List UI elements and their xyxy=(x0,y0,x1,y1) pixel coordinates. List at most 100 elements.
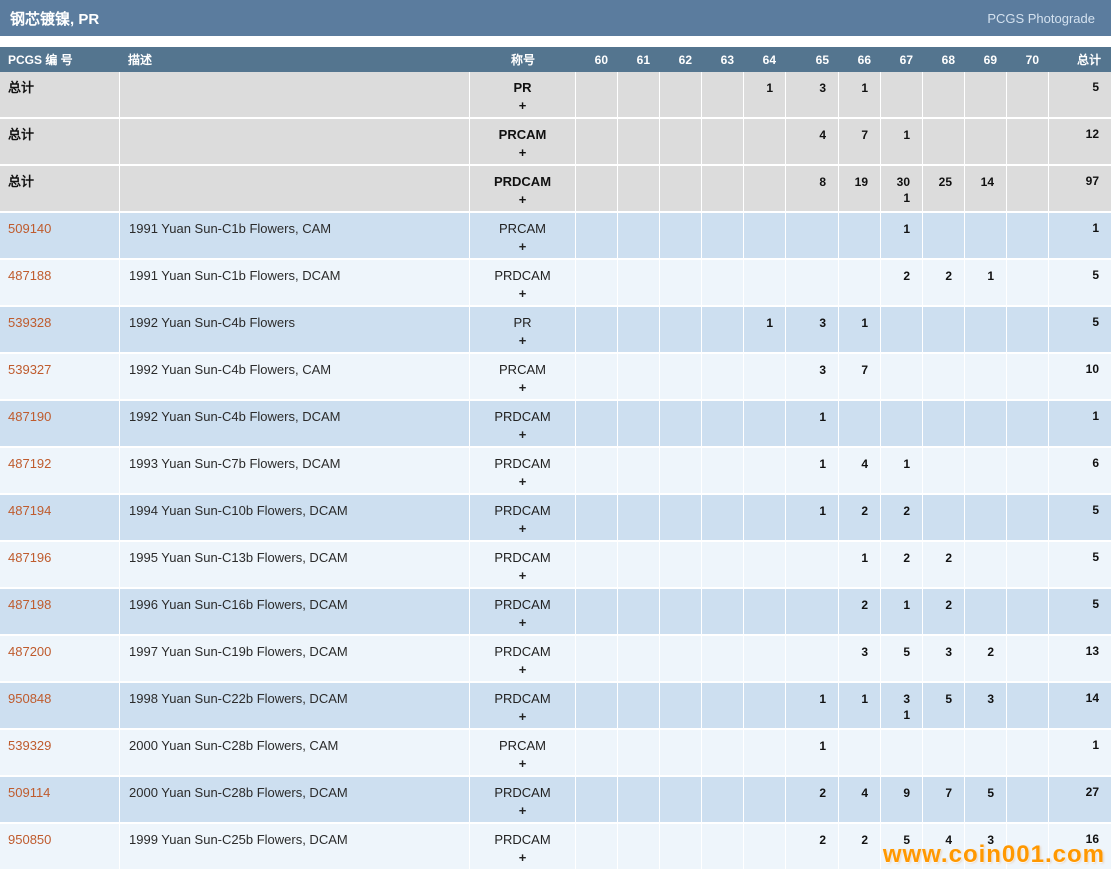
pcgs-number-cell: 487200 xyxy=(0,636,120,683)
designation-cell: PRCAM + xyxy=(470,354,576,401)
designation-label: PRCAM xyxy=(499,221,546,236)
grade-count-cell xyxy=(576,401,618,448)
grade-count-cell xyxy=(744,683,786,730)
table-row: 487192 1993 Yuan Sun-C7b Flowers, DCAM PRD… xyxy=(0,448,1111,495)
grade-count-cell xyxy=(965,72,1007,119)
description-cell: 1996 Yuan Sun-C16b Flowers, DCAM xyxy=(120,589,470,636)
grade-count-cell xyxy=(923,213,965,260)
grade-count-cell xyxy=(839,401,881,448)
designation-label: PRDCAM xyxy=(494,832,551,847)
description-cell: 1997 Yuan Sun-C19b Flowers, DCAM xyxy=(120,636,470,683)
header-grade-63: 63 xyxy=(702,47,744,72)
plus-designation-label: + xyxy=(518,568,527,583)
pcgs-number-link[interactable]: 509140 xyxy=(8,221,52,236)
grade-count-cell xyxy=(576,636,618,683)
grand-total-row: 总计 PR +1 3 1 5 xyxy=(0,72,1111,119)
grade-count-cell xyxy=(1007,777,1049,824)
total-label: 总计 xyxy=(8,174,35,189)
grade-count-cell xyxy=(923,401,965,448)
row-total-cell: 1 xyxy=(1049,730,1111,777)
grade-count-cell xyxy=(786,213,839,260)
grade-count-cell xyxy=(786,636,839,683)
plus-designation-label: + xyxy=(518,239,527,254)
description-cell: 1994 Yuan Sun-C10b Flowers, DCAM xyxy=(120,495,470,542)
table-row: 487198 1996 Yuan Sun-C16b Flowers, DCAM PR… xyxy=(0,589,1111,636)
grade-count-cell xyxy=(1007,166,1049,213)
pcgs-number-link[interactable]: 487190 xyxy=(8,409,52,424)
grade-count-cell xyxy=(744,119,786,166)
pcgs-number-cell: 总计 xyxy=(0,119,120,166)
photograde-link[interactable]: PCGS Photograde xyxy=(987,10,1095,26)
grade-count-cell xyxy=(618,260,660,307)
grade-count-cell xyxy=(744,354,786,401)
grade-count-cell: 1 xyxy=(786,683,839,730)
grade-count-cell: 1 xyxy=(881,589,923,636)
grade-count-cell xyxy=(744,401,786,448)
designation-label: PRDCAM xyxy=(494,268,551,283)
description-cell xyxy=(120,166,470,213)
row-total-cell: 27 xyxy=(1049,777,1111,824)
grade-count-cell xyxy=(1007,542,1049,589)
grade-count-cell xyxy=(1007,683,1049,730)
pcgs-number-link[interactable]: 487200 xyxy=(8,644,52,659)
grade-count-cell xyxy=(965,448,1007,495)
pcgs-number-link[interactable]: 950850 xyxy=(8,832,52,847)
pcgs-number-cell: 509114 xyxy=(0,777,120,824)
row-total-cell: 14 xyxy=(1049,683,1111,730)
pcgs-number-cell: 539327 xyxy=(0,354,120,401)
pcgs-number-link[interactable]: 487198 xyxy=(8,597,52,612)
pcgs-number-link[interactable]: 539327 xyxy=(8,362,52,377)
grade-count-cell xyxy=(702,448,744,495)
plus-designation-label: + xyxy=(518,662,527,677)
pcgs-number-link[interactable]: 509114 xyxy=(8,785,51,800)
grade-count-cell xyxy=(660,495,702,542)
grade-count-cell: 1 xyxy=(839,307,881,354)
grade-count-cell xyxy=(702,730,744,777)
grade-count-cell xyxy=(618,589,660,636)
grade-count-cell xyxy=(965,730,1007,777)
grade-count-cell xyxy=(618,495,660,542)
grade-count-cell xyxy=(965,542,1007,589)
grade-count-cell xyxy=(923,730,965,777)
grade-count-cell: 2 xyxy=(881,260,923,307)
grade-count-cell xyxy=(1007,213,1049,260)
grade-count-cell xyxy=(702,683,744,730)
plus-designation-label: + xyxy=(518,98,527,113)
grade-count-cell: 3 xyxy=(965,824,1007,871)
grade-count-cell xyxy=(923,495,965,542)
designation-cell: PRDCAM + xyxy=(470,542,576,589)
table-row: 539327 1992 Yuan Sun-C4b Flowers, CAM PRCA… xyxy=(0,354,1111,401)
description-cell: 1993 Yuan Sun-C7b Flowers, DCAM xyxy=(120,448,470,495)
grade-count-cell: 25 xyxy=(923,166,965,213)
grade-count-cell xyxy=(923,354,965,401)
header-grade-62: 62 xyxy=(660,47,702,72)
grade-count-cell: 3 xyxy=(839,636,881,683)
pcgs-number-link[interactable]: 950848 xyxy=(8,691,52,706)
grade-count-cell xyxy=(576,683,618,730)
designation-cell: PRDCAM + xyxy=(470,636,576,683)
pcgs-number-link[interactable]: 539328 xyxy=(8,315,52,330)
grade-count-cell xyxy=(660,72,702,119)
plus-designation-label: + xyxy=(518,192,527,207)
pcgs-number-link[interactable]: 487192 xyxy=(8,456,52,471)
grade-count-cell xyxy=(618,213,660,260)
description-cell: 1998 Yuan Sun-C22b Flowers, DCAM xyxy=(120,683,470,730)
grade-count-cell xyxy=(576,495,618,542)
grade-count-cell xyxy=(618,683,660,730)
grade-count-cell xyxy=(702,119,744,166)
header-grade-70: 70 xyxy=(1007,47,1049,72)
grade-count-cell xyxy=(786,589,839,636)
row-total-cell: 10 xyxy=(1049,354,1111,401)
pcgs-number-link[interactable]: 539329 xyxy=(8,738,52,753)
pcgs-number-link[interactable]: 487196 xyxy=(8,550,52,565)
table-row: 487194 1994 Yuan Sun-C10b Flowers, DCAM PR… xyxy=(0,495,1111,542)
grade-count-cell xyxy=(786,260,839,307)
pcgs-number-link[interactable]: 487194 xyxy=(8,503,52,518)
header-pcgs-number: PCGS 编 号 xyxy=(0,47,120,72)
pcgs-number-link[interactable]: 487188 xyxy=(8,268,52,283)
grade-count-cell: 3 xyxy=(923,636,965,683)
grade-count-cell xyxy=(744,166,786,213)
header-grade-68: 68 xyxy=(923,47,965,72)
grade-count-cell xyxy=(702,636,744,683)
grade-count-cell: 2 xyxy=(923,260,965,307)
